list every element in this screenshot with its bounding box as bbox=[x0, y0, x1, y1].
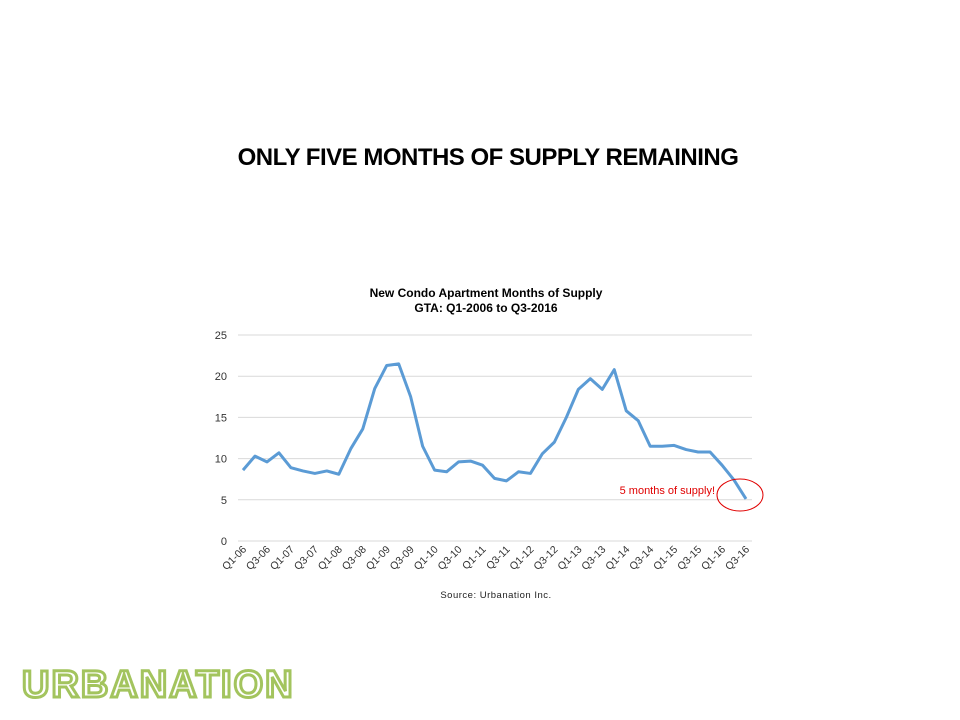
x-tick-label: Q3-06 bbox=[244, 544, 273, 573]
x-tick-label: Q1-14 bbox=[603, 544, 632, 573]
x-tick-label: Q3-10 bbox=[436, 544, 465, 573]
y-tick-label: 25 bbox=[215, 330, 227, 342]
x-tick-label: Q3-14 bbox=[627, 544, 656, 573]
y-tick-label: 5 bbox=[221, 495, 227, 507]
x-tick-label: Q1-16 bbox=[699, 544, 728, 573]
x-tick-label: Q3-15 bbox=[675, 544, 704, 573]
x-tick-label: Q1-11 bbox=[460, 544, 489, 573]
x-tick-label: Q1-15 bbox=[651, 544, 680, 573]
series-line bbox=[241, 362, 748, 500]
x-tick-label: Q3-13 bbox=[579, 544, 608, 573]
chart-title: New Condo Apartment Months of Supply bbox=[370, 286, 603, 300]
annotation-text: 5 months of supply! bbox=[620, 485, 715, 497]
x-tick-label: Q3-07 bbox=[292, 544, 321, 573]
x-tick-label: Q1-07 bbox=[268, 544, 297, 573]
chart-source: Source: Urbanation Inc. bbox=[440, 590, 551, 601]
x-tick-label: Q1-10 bbox=[412, 544, 441, 573]
annotation-circle bbox=[716, 478, 764, 512]
y-tick-label: 10 bbox=[215, 454, 227, 466]
x-tick-label: Q1-13 bbox=[555, 544, 584, 573]
x-tick-label: Q3-08 bbox=[340, 544, 369, 573]
x-tick-label: Q1-12 bbox=[507, 544, 536, 573]
x-tick-label: Q1-08 bbox=[316, 544, 345, 573]
x-tick-label: Q3-12 bbox=[531, 544, 560, 573]
x-tick-label: Q1-09 bbox=[364, 544, 393, 573]
x-tick-label: Q3-09 bbox=[388, 544, 417, 573]
x-tick-label: Q3-11 bbox=[484, 544, 513, 573]
urbanation-logo: URBANATION bbox=[21, 663, 295, 708]
chart-subtitle: GTA: Q1-2006 to Q3-2016 bbox=[414, 301, 557, 315]
y-tick-label: 15 bbox=[215, 412, 227, 424]
y-tick-label: 20 bbox=[215, 371, 227, 383]
y-tick-label: 0 bbox=[221, 536, 227, 548]
slide-title: ONLY FIVE MONTHS OF SUPPLY REMAINING bbox=[237, 144, 739, 171]
x-tick-label: Q3-16 bbox=[723, 544, 752, 573]
